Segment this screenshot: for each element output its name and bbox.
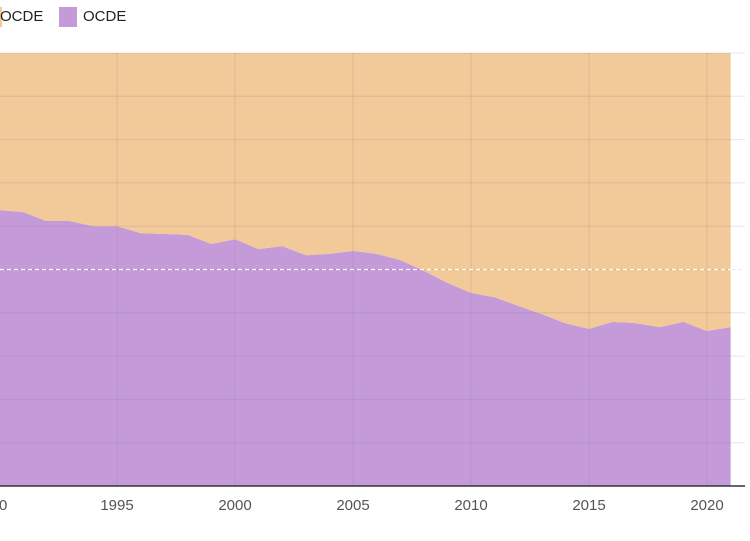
legend-swatch [0, 7, 2, 27]
legend-label: OCDE [83, 8, 126, 25]
legend: OCDE OCDE [0, 7, 126, 27]
x-tick-label: 90 [0, 497, 7, 514]
grid: 90 1995 2000 2005 2010 2015 2020 [0, 52, 745, 514]
x-tick-label: 2020 [690, 497, 723, 514]
area [0, 210, 731, 486]
x-tick-label: 2010 [454, 497, 487, 514]
area [0, 53, 731, 331]
legend-label: OCDE [0, 8, 43, 25]
plot-area [0, 53, 731, 486]
x-tick-label: 2000 [218, 497, 251, 514]
x-tick-label: 2005 [336, 497, 369, 514]
x-tick-label: 2015 [572, 497, 605, 514]
x-tick-label: 1995 [100, 497, 133, 514]
legend-swatch [59, 7, 77, 27]
